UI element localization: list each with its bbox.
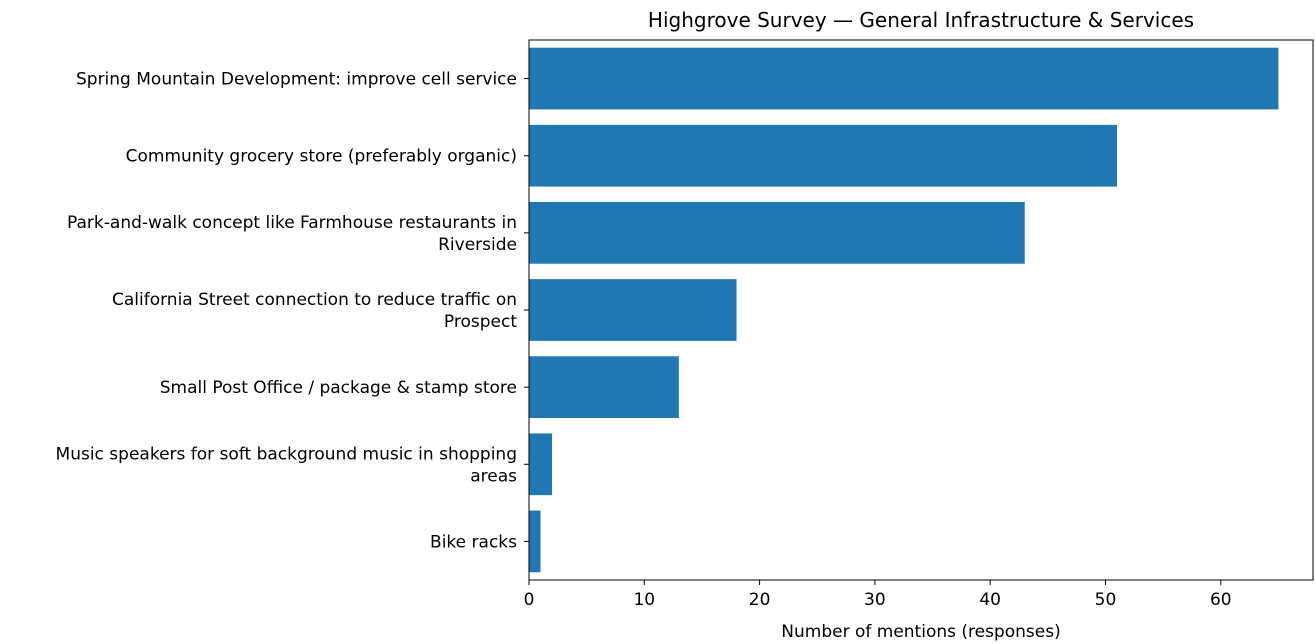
x-tick-label-3: 20 (749, 590, 771, 610)
y-tick-label-line: Park-and-walk concept like Farmhouse res… (67, 213, 517, 233)
y-tick-label-line: Prospect (444, 312, 517, 332)
y-tick-label-1: Spring Mountain Development: improve cel… (76, 70, 517, 90)
y-tick-label-line: Small Post Office / package & stamp stor… (160, 378, 517, 398)
bar-1 (529, 47, 1279, 110)
y-tick-label-line: California Street connection to reduce t… (112, 290, 517, 310)
x-axis: 0 10 20 30 40 50 60 (524, 580, 1232, 610)
y-tick-label-4: California Street connection to reduce t… (112, 290, 517, 332)
y-tick-label-line: Riverside (438, 235, 517, 255)
x-tick-label-7: 60 (1210, 590, 1232, 610)
x-tick-label-2: 10 (633, 590, 655, 610)
bar-7 (529, 510, 541, 573)
x-tick-label-6: 50 (1095, 590, 1117, 610)
x-tick-label-5: 40 (979, 590, 1001, 610)
x-tick-label-4: 30 (864, 590, 886, 610)
x-tick-label-1: 0 (524, 590, 535, 610)
x-axis-label: Number of mentions (responses) (781, 622, 1060, 642)
chart-title: Highgrove Survey — General Infrastructur… (648, 8, 1194, 32)
bar-5 (529, 356, 679, 418)
y-tick-label-7: Bike racks (430, 532, 517, 552)
y-tick-label-line: Bike racks (430, 532, 517, 552)
y-tick-label-line: Music speakers for soft background music… (56, 444, 517, 464)
bars-group (529, 47, 1279, 573)
plot-frame (528, 39, 1314, 581)
y-tick-label-line: Spring Mountain Development: improve cel… (76, 70, 517, 90)
y-tick-label-line: Community grocery store (preferably orga… (126, 147, 517, 167)
y-tick-label-6: Music speakers for soft background music… (56, 444, 518, 486)
bar-3 (529, 202, 1025, 264)
y-tick-label-2: Community grocery store (preferably orga… (126, 147, 517, 167)
y-tick-label-3: Park-and-walk concept like Farmhouse res… (67, 213, 517, 255)
bar-6 (529, 433, 553, 496)
bar-4 (529, 279, 737, 341)
bar-2 (529, 124, 1117, 187)
y-axis: Spring Mountain Development: improve cel… (56, 70, 529, 552)
y-tick-label-5: Small Post Office / package & stamp stor… (160, 378, 517, 398)
y-tick-label-line: areas (470, 466, 517, 486)
